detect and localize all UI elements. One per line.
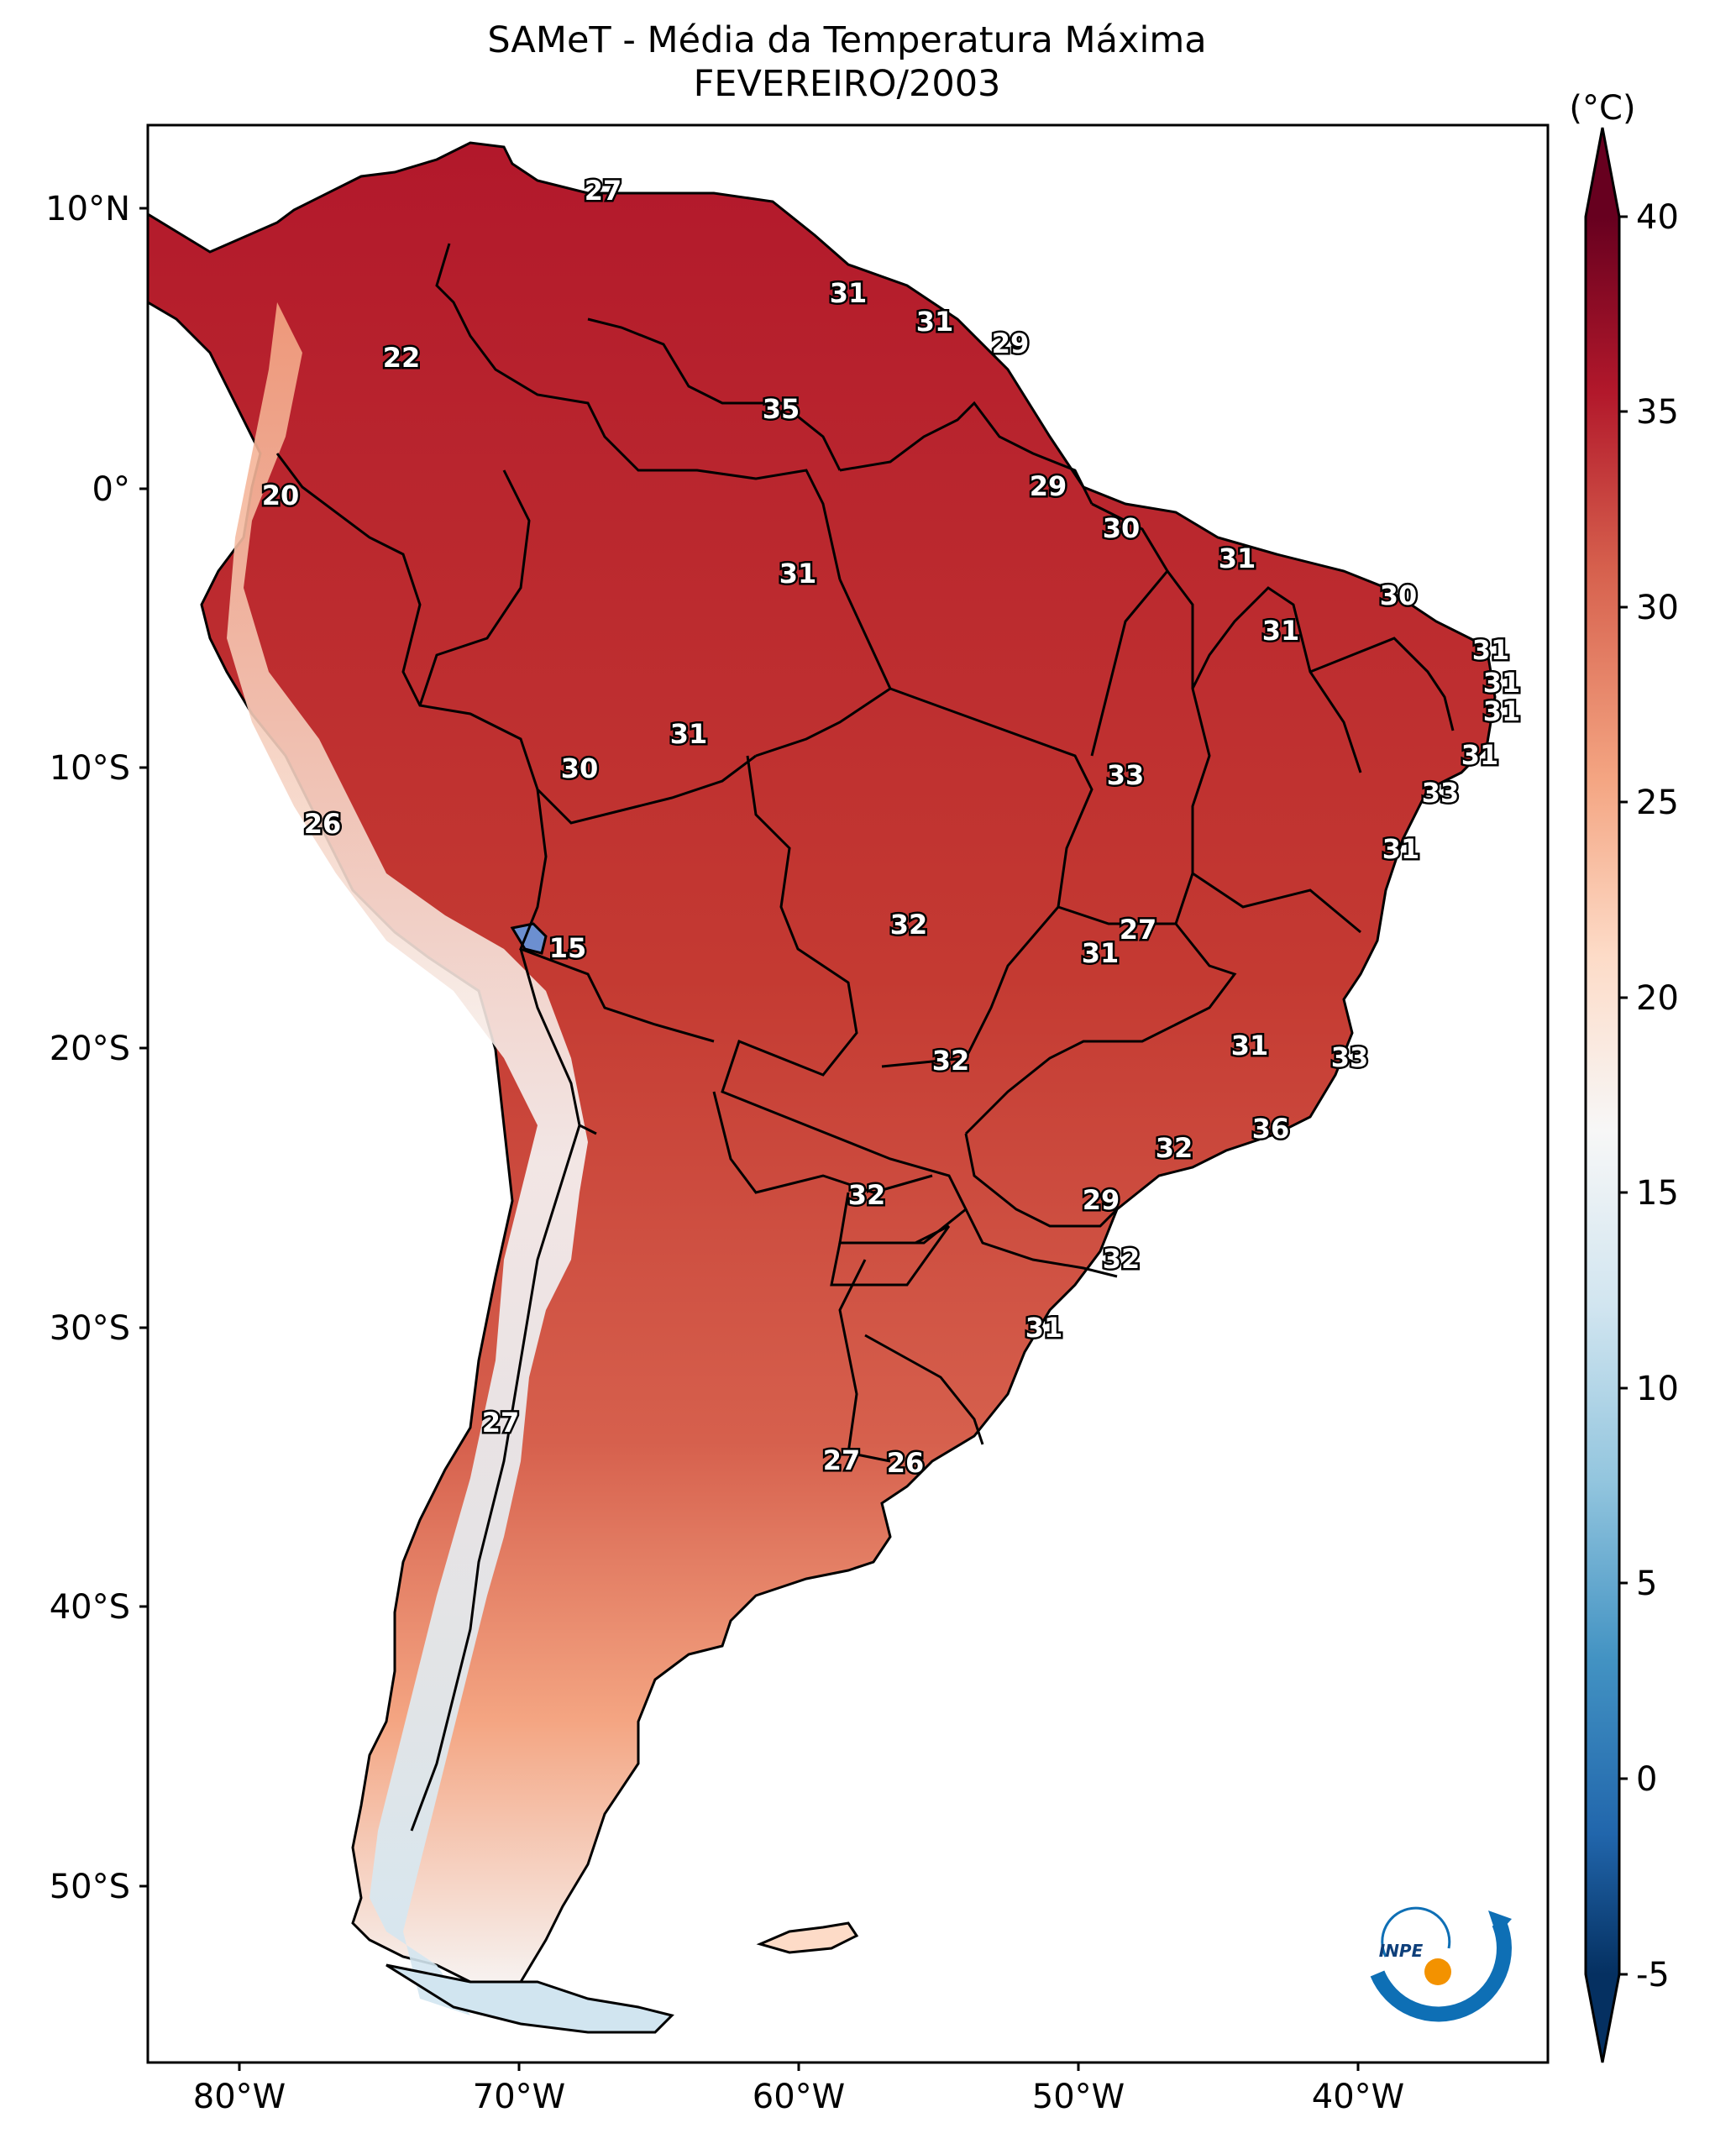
tierra-del-fuego xyxy=(385,1963,674,2034)
lat-tick-label: 10°S xyxy=(50,749,130,788)
lon-tick-label: 50°W xyxy=(1032,2078,1125,2116)
value-label: 33 xyxy=(1107,759,1145,791)
lat-tick-label: 40°S xyxy=(50,1588,130,1627)
value-label: 31 xyxy=(1382,833,1420,865)
value-label: 33 xyxy=(1422,777,1460,809)
temperature-labels: 27 31 31 29 22 35 20 29 30 31 31 30 31 3… xyxy=(260,173,1523,1481)
value-label: 20 xyxy=(262,480,300,511)
lon-tick-label: 80°W xyxy=(193,2078,286,2116)
value-label: 31 xyxy=(1219,542,1256,574)
value-label: 32 xyxy=(1156,1132,1193,1164)
map-content: 27 31 31 29 22 35 20 29 30 31 31 30 31 3… xyxy=(148,141,1523,2034)
political-boundaries xyxy=(275,243,1455,1832)
colorbar-bottom-arrow xyxy=(1586,1974,1619,2063)
value-label: 29 xyxy=(992,328,1030,359)
value-label: 31 xyxy=(1262,615,1300,647)
colorbar-top-arrow xyxy=(1586,128,1619,217)
value-label: 29 xyxy=(1030,470,1067,502)
value-label: 27 xyxy=(585,175,622,207)
colorbar-tick-label: -5 xyxy=(1636,1956,1670,1994)
latitude-axis: 10°N 0° 10°S 20°S 30°S 40°S 50°S xyxy=(45,190,148,1906)
value-label: 31 xyxy=(1082,937,1120,969)
value-label: 30 xyxy=(1380,579,1418,611)
value-label: 31 xyxy=(779,558,817,590)
value-label: 30 xyxy=(1103,512,1141,544)
value-label: 27 xyxy=(1120,914,1157,946)
lon-tick-label: 40°W xyxy=(1312,2078,1404,2116)
colorbar-tick-label: 25 xyxy=(1636,784,1679,822)
lat-tick-label: 10°N xyxy=(45,190,130,228)
lon-tick-label: 70°W xyxy=(473,2078,565,2116)
lon-tick-label: 60°W xyxy=(753,2078,845,2116)
falkland-islands xyxy=(756,1921,859,1954)
value-label: 27 xyxy=(823,1444,861,1476)
lat-tick-label: 50°S xyxy=(50,1868,130,1906)
inpe-logo: INPE xyxy=(1370,1906,1512,2022)
value-label: 36 xyxy=(1252,1113,1290,1145)
value-label: 31 xyxy=(1461,739,1499,771)
value-label: 29 xyxy=(1083,1184,1120,1216)
lat-tick-label: 20°S xyxy=(50,1030,130,1068)
colorbar-tick-label: 0 xyxy=(1636,1760,1657,1799)
colorbar-tick-label: 15 xyxy=(1636,1174,1679,1213)
colorbar: (°C) 40 35 30 25 20 15 10 5 0 -5 xyxy=(1569,89,1679,2063)
longitude-axis: 80°W 70°W 60°W 50°W 40°W xyxy=(193,2063,1404,2116)
andes-highlands xyxy=(227,302,588,2015)
value-label: 22 xyxy=(383,342,421,374)
inpe-logo-text: INPE xyxy=(1379,1941,1424,1961)
value-label: 31 xyxy=(1231,1030,1269,1061)
value-label: 35 xyxy=(763,393,800,425)
value-label: 31 xyxy=(670,718,708,750)
value-label: 27 xyxy=(482,1407,520,1439)
value-label: 31 xyxy=(1472,634,1510,666)
value-label: 32 xyxy=(932,1045,970,1077)
colorbar-tick-label: 10 xyxy=(1636,1370,1679,1408)
colorbar-tick-label: 30 xyxy=(1636,589,1679,627)
title-line-1: SAMeT - Média da Temperatura Máxima xyxy=(487,19,1207,61)
value-label: 30 xyxy=(561,752,599,784)
colorbar-tick-label: 40 xyxy=(1636,198,1679,237)
value-label: 31 xyxy=(830,277,868,309)
colorbar-tick-label: 35 xyxy=(1636,393,1679,432)
value-label: 32 xyxy=(848,1179,886,1211)
value-label: 31 xyxy=(1025,1312,1063,1344)
value-label: 33 xyxy=(1331,1041,1369,1073)
value-label: 26 xyxy=(887,1447,925,1479)
value-label: 32 xyxy=(1103,1243,1141,1275)
value-label: 15 xyxy=(549,932,587,964)
lat-tick-label: 30°S xyxy=(50,1309,130,1348)
value-label: 32 xyxy=(890,909,928,941)
colorbar-tick-label: 20 xyxy=(1636,979,1679,1018)
value-label: 31 xyxy=(916,306,954,338)
colorbar-body xyxy=(1586,217,1619,1974)
title-line-2: FEVEREIRO/2003 xyxy=(693,63,1001,105)
colorbar-tick-label: 5 xyxy=(1636,1565,1657,1603)
value-label: 31 xyxy=(1483,695,1521,727)
colorbar-unit: (°C) xyxy=(1569,89,1635,128)
value-label: 31 xyxy=(1483,667,1521,699)
value-label: 26 xyxy=(304,808,342,840)
lat-tick-label: 0° xyxy=(92,470,130,509)
map-title: SAMeT - Média da Temperatura Máxima FEVE… xyxy=(147,18,1547,106)
